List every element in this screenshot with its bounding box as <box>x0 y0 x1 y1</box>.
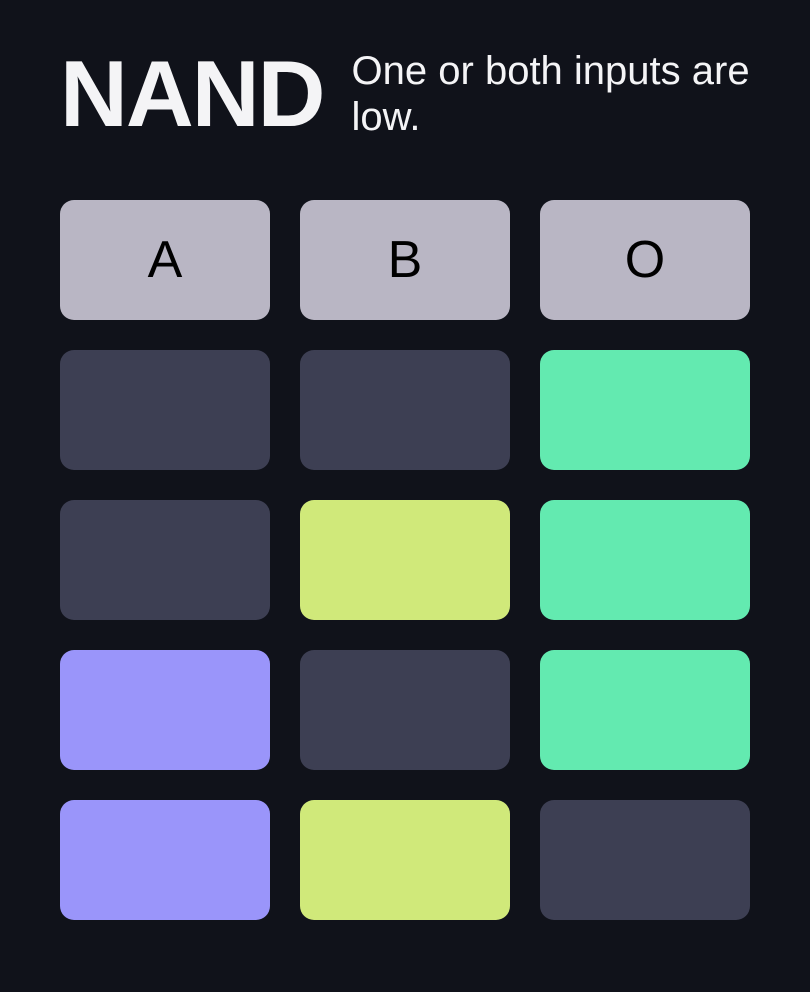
truth-table-cell-r0-b <box>300 350 510 470</box>
truth-table-cell-r1-b <box>300 500 510 620</box>
truth-table-header-a: A <box>60 200 270 320</box>
truth-table-cell-r3-b <box>300 800 510 920</box>
truth-table-cell-r2-b <box>300 650 510 770</box>
truth-table-header-o: O <box>540 200 750 320</box>
card-header: NAND One or both inputs are low. <box>60 48 750 140</box>
truth-table: ABO <box>60 200 750 920</box>
truth-table-cell-r3-o <box>540 800 750 920</box>
truth-table-cell-r1-a <box>60 500 270 620</box>
truth-table-cell-r0-a <box>60 350 270 470</box>
truth-table-cell-r2-a <box>60 650 270 770</box>
truth-table-cell-r0-o <box>540 350 750 470</box>
truth-table-header-b: B <box>300 200 510 320</box>
gate-description: One or both inputs are low. <box>352 48 750 140</box>
logic-gate-card: NAND One or both inputs are low. ABO <box>0 0 810 960</box>
truth-table-cell-r3-a <box>60 800 270 920</box>
truth-table-cell-r1-o <box>540 500 750 620</box>
truth-table-cell-r2-o <box>540 650 750 770</box>
gate-name: NAND <box>60 54 324 134</box>
